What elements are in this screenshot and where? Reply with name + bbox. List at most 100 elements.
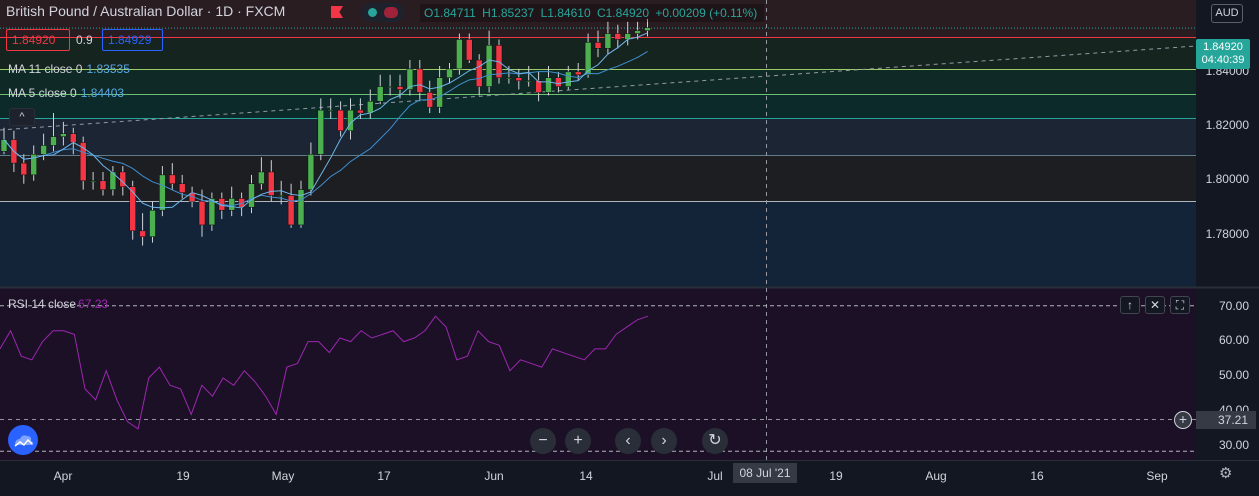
candle-body — [109, 171, 117, 190]
candle-body — [208, 198, 216, 226]
rsi-line — [0, 315, 649, 430]
candle-body — [406, 68, 414, 90]
candle-body — [505, 77, 513, 79]
candle-body — [50, 136, 57, 146]
ohlc-readout: O1.84711 H1.85237 L1.84610 C1.84920 +0.0… — [420, 4, 765, 22]
zoom-in-button[interactable]: + — [565, 428, 591, 454]
price-tick: 1.80000 — [1205, 172, 1249, 186]
ma5-label: MA 5 close 0 — [8, 86, 77, 100]
candle-body — [337, 109, 344, 131]
rsi-tick: 50.00 — [1218, 368, 1249, 382]
pane-close-button[interactable]: ✕ — [1145, 296, 1165, 314]
candle-body — [20, 162, 28, 176]
time-tick: 19 — [829, 469, 843, 483]
rsi-label: RSI 14 close — [8, 297, 77, 311]
rsi-tick: 70.00 — [1218, 299, 1249, 313]
time-axis[interactable]: Apr 19 May 17 Jun 14 Jul 19 Aug 16 Sep — [0, 460, 1259, 496]
sell-button[interactable]: 1.84920 — [6, 29, 70, 51]
current-price-value: 1.84920 — [1203, 41, 1243, 53]
candle-body — [347, 109, 354, 131]
time-tick: 14 — [579, 469, 593, 483]
fib-band — [0, 118, 1196, 155]
candle-body — [268, 171, 275, 196]
ma11-legend[interactable]: MA 11 close 0 1.83535 — [8, 62, 130, 76]
candle-body — [287, 195, 295, 226]
status-dot-icon — [368, 8, 377, 17]
candle-body — [515, 77, 523, 81]
time-tick: Sep — [1146, 469, 1168, 483]
rsi-tick: 60.00 — [1218, 333, 1249, 347]
candle-body — [159, 174, 166, 211]
pane-maximize-button[interactable]: ⛶ — [1170, 296, 1190, 314]
candle-body — [327, 109, 334, 112]
candle-body — [198, 201, 206, 226]
current-price-label: 1.84920 04:40:39 — [1196, 39, 1250, 69]
candle-body — [79, 142, 87, 182]
candle-body — [436, 77, 443, 108]
rsi-legend[interactable]: RSI 14 close 67.23 — [8, 297, 108, 311]
fib-band — [0, 201, 1196, 287]
candle-body — [367, 101, 374, 114]
candle-body — [317, 109, 325, 155]
candle-body — [594, 42, 602, 49]
rsi-value: 67.23 — [78, 297, 109, 311]
ma5-legend[interactable]: MA 5 close 0 1.84403 — [8, 86, 124, 100]
candle-body — [169, 174, 176, 184]
candle-body — [644, 27, 651, 31]
candle-body — [149, 209, 156, 237]
symbol-title[interactable]: British Pound / Australian Dollar · 1D ·… — [6, 3, 286, 19]
candle-body — [258, 171, 265, 184]
low-value: L1.84610 — [540, 6, 591, 20]
price-axis[interactable]: 1.84000 1.82000 1.80000 1.78000 70.00 60… — [1195, 0, 1259, 460]
pane-up-button[interactable]: ↑ — [1120, 296, 1140, 314]
ma5-value: 1.84403 — [80, 86, 125, 100]
gear-icon[interactable]: ⚙ — [1219, 465, 1233, 482]
candle-body — [89, 180, 97, 183]
candle-body — [475, 59, 483, 87]
add-plus-icon[interactable]: + — [1174, 411, 1192, 429]
change-value: +0.00209 (+0.11%) — [655, 6, 758, 20]
candle-body — [129, 186, 136, 232]
open-value: O1.84711 — [424, 6, 476, 20]
high-value: H1.85237 — [482, 6, 535, 20]
crosshair-date-label: 08 Jul '21 — [733, 463, 797, 483]
candle-body — [565, 71, 572, 87]
currency-button[interactable]: AUD — [1211, 4, 1243, 23]
candle-body — [228, 198, 235, 211]
candle-body — [386, 86, 394, 88]
scroll-left-button[interactable]: ‹ — [615, 428, 641, 454]
candle-body — [416, 68, 424, 93]
price-tick: 1.82000 — [1205, 118, 1249, 132]
crosshair-price-label: 37.21 — [1196, 411, 1256, 429]
collapse-legend-button[interactable]: ^ — [9, 108, 35, 126]
market-status-pill[interactable] — [362, 3, 404, 22]
candle-body — [139, 230, 146, 237]
time-tick: May — [271, 469, 295, 483]
scroll-right-button[interactable]: › — [651, 428, 677, 454]
candle-body — [396, 86, 404, 90]
time-tick: 16 — [1030, 469, 1044, 483]
price-tick: 1.78000 — [1205, 227, 1249, 241]
candle-body — [525, 80, 532, 82]
candle-body — [614, 33, 622, 40]
candle-body — [99, 180, 107, 190]
logo-icon[interactable] — [8, 425, 38, 455]
time-tick: Apr — [53, 469, 73, 483]
rsi-pane-bg — [0, 288, 1196, 460]
ma11-value: 1.83535 — [86, 62, 130, 76]
flag-icon[interactable] — [331, 6, 343, 18]
candle-body — [545, 77, 552, 93]
chart-canvas[interactable] — [0, 0, 1259, 460]
rsi-tick: 30.00 — [1218, 438, 1249, 452]
candle-body — [40, 145, 47, 155]
zoom-out-button[interactable]: − — [530, 428, 556, 454]
reset-chart-button[interactable]: ↻ — [702, 428, 728, 454]
candle-body — [178, 183, 186, 193]
buy-button[interactable]: 1.84929 — [102, 29, 163, 51]
candle-body — [456, 39, 463, 70]
time-tick: Aug — [925, 469, 947, 483]
time-tick: Jul — [707, 469, 723, 483]
candle-body — [634, 30, 641, 34]
fib-band — [0, 155, 1196, 201]
